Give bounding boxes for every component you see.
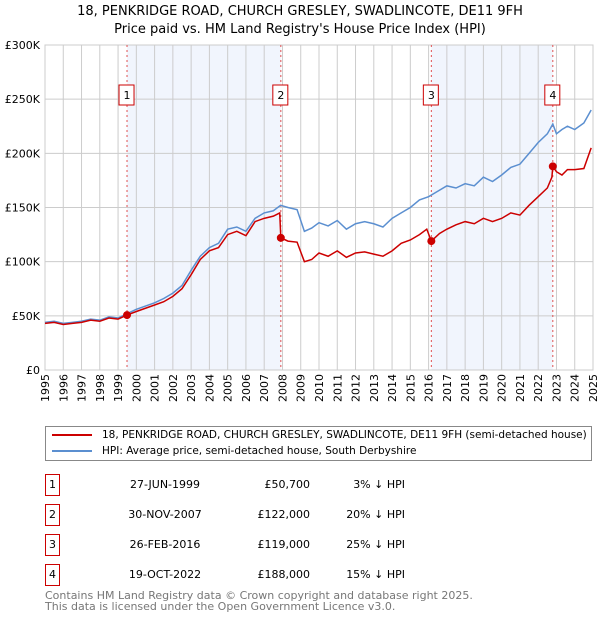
sale-price: £188,000: [257, 568, 311, 581]
chart-subtitle: Price paid vs. HM Land Registry's House …: [114, 22, 486, 37]
x-tick-label: 2013: [368, 374, 381, 402]
x-tick-label: 2002: [167, 374, 180, 402]
legend-swatch: [52, 434, 92, 436]
sale-date: 19-OCT-2022: [128, 568, 202, 581]
x-tick-label: 1998: [94, 374, 107, 402]
legend-item-property: 18, PENKRIDGE ROAD, CHURCH GRESLEY, SWAD…: [52, 429, 587, 441]
sale-hpi-diff: 3% ↓ HPI: [353, 478, 405, 491]
x-tick-label: 2004: [203, 374, 216, 402]
x-tick-label: 2001: [149, 374, 162, 402]
plot-area: 1995 1996 1997 1998 1999 2000 2001 2002 2003 2004…: [5, 39, 600, 402]
y-tick-label: £50K: [12, 310, 41, 323]
sale-point: [427, 237, 436, 246]
sale-label: 2: [277, 89, 284, 102]
x-tick-label: 1996: [57, 374, 70, 402]
x-tick-label: 2020: [496, 374, 509, 402]
x-tick-label: 2000: [130, 374, 143, 402]
plot-border: [44, 44, 594, 371]
x-tick-label: 2011: [331, 374, 344, 402]
x-tick-label: 2014: [386, 374, 399, 402]
x-tick-label: 2007: [258, 374, 271, 402]
sale-number: 1: [45, 474, 60, 496]
hpi-line: [44, 109, 592, 325]
x-tick-label: 2012: [350, 374, 363, 402]
legend: 18, PENKRIDGE ROAD, CHURCH GRESLEY, SWAD…: [45, 426, 592, 461]
sale-label-box: [118, 84, 135, 106]
x-tick-label: 2025: [587, 374, 600, 402]
x-tick-label: 2006: [240, 374, 253, 402]
legend-label: HPI: Average price, semi-detached house,…: [102, 445, 417, 457]
property-price-line: [44, 147, 592, 326]
x-tick-label: 1995: [39, 374, 52, 402]
sale-price: £122,000: [257, 508, 311, 521]
sale-number: 2: [45, 504, 60, 526]
sale-date: 26-FEB-2016: [129, 538, 201, 551]
x-tick-label: 1997: [76, 374, 89, 402]
x-tick-label: 2003: [185, 374, 198, 402]
sale-table-row: 4 19-OCT-2022 £188,000 15% ↓ HPI: [45, 564, 445, 586]
x-tick-label: 2015: [404, 374, 417, 402]
x-tick-label: 2023: [550, 374, 563, 402]
footer-line: This data is licensed under the Open Gov…: [45, 600, 396, 613]
sale-number: 3: [45, 534, 60, 556]
sale-hpi-diff: 15% ↓ HPI: [346, 568, 405, 581]
sale-hpi-diff: 25% ↓ HPI: [346, 538, 405, 551]
sale-date: 27-JUN-1999: [129, 478, 201, 491]
sale-date: 30-NOV-2007: [128, 508, 202, 521]
y-tick-label: £300K: [5, 39, 41, 52]
sale-label-box: [272, 84, 289, 106]
sale-price: £119,000: [257, 538, 311, 551]
legend-label: 18, PENKRIDGE ROAD, CHURCH GRESLEY, SWAD…: [102, 429, 587, 441]
footer-line: Contains HM Land Registry data © Crown c…: [45, 589, 473, 602]
x-tick-label: 2018: [459, 374, 472, 402]
sale-point: [548, 162, 557, 171]
y-tick-label: £250K: [5, 93, 41, 106]
sale-price: £50,700: [264, 478, 311, 491]
x-tick-label: 1999: [112, 374, 125, 402]
x-tick-label: 2016: [423, 374, 436, 402]
x-tick-label: 2017: [441, 374, 454, 402]
y-tick-label: £0: [26, 364, 40, 377]
chart-title: 18, PENKRIDGE ROAD, CHURCH GRESLEY, SWAD…: [77, 4, 523, 19]
y-tick-label: £200K: [5, 147, 41, 160]
sale-label-box: [544, 84, 561, 106]
x-tick-label: 2022: [532, 374, 545, 402]
sale-table-row: 1 27-JUN-1999 £50,700 3% ↓ HPI: [45, 474, 445, 496]
sale-hpi-diff: 20% ↓ HPI: [346, 508, 405, 521]
x-tick-label: 2019: [477, 374, 490, 402]
x-tick-label: 2008: [276, 374, 289, 402]
sale-table-row: 3 26-FEB-2016 £119,000 25% ↓ HPI: [45, 534, 445, 556]
x-tick-label: 2005: [222, 374, 235, 402]
sale-label: 3: [428, 89, 435, 102]
sale-number: 4: [45, 564, 60, 586]
sale-label: 1: [124, 89, 131, 102]
sale-point: [123, 311, 132, 320]
x-tick-label: 2021: [514, 374, 527, 402]
y-tick-label: £100K: [5, 256, 41, 269]
sale-label-box: [422, 84, 439, 106]
x-tick-label: 2010: [313, 374, 326, 402]
x-tick-label: 2009: [295, 374, 308, 402]
sale-table-row: 2 30-NOV-2007 £122,000 20% ↓ HPI: [45, 504, 445, 526]
legend-swatch: [52, 450, 92, 452]
footer: Contains HM Land Registry data © Crown c…: [45, 590, 473, 612]
y-tick-label: £150K: [5, 202, 41, 215]
x-tick-label: 2024: [569, 374, 582, 402]
sale-label: 4: [549, 89, 556, 102]
legend-item-hpi: HPI: Average price, semi-detached house,…: [52, 445, 416, 457]
sale-point: [276, 233, 285, 242]
